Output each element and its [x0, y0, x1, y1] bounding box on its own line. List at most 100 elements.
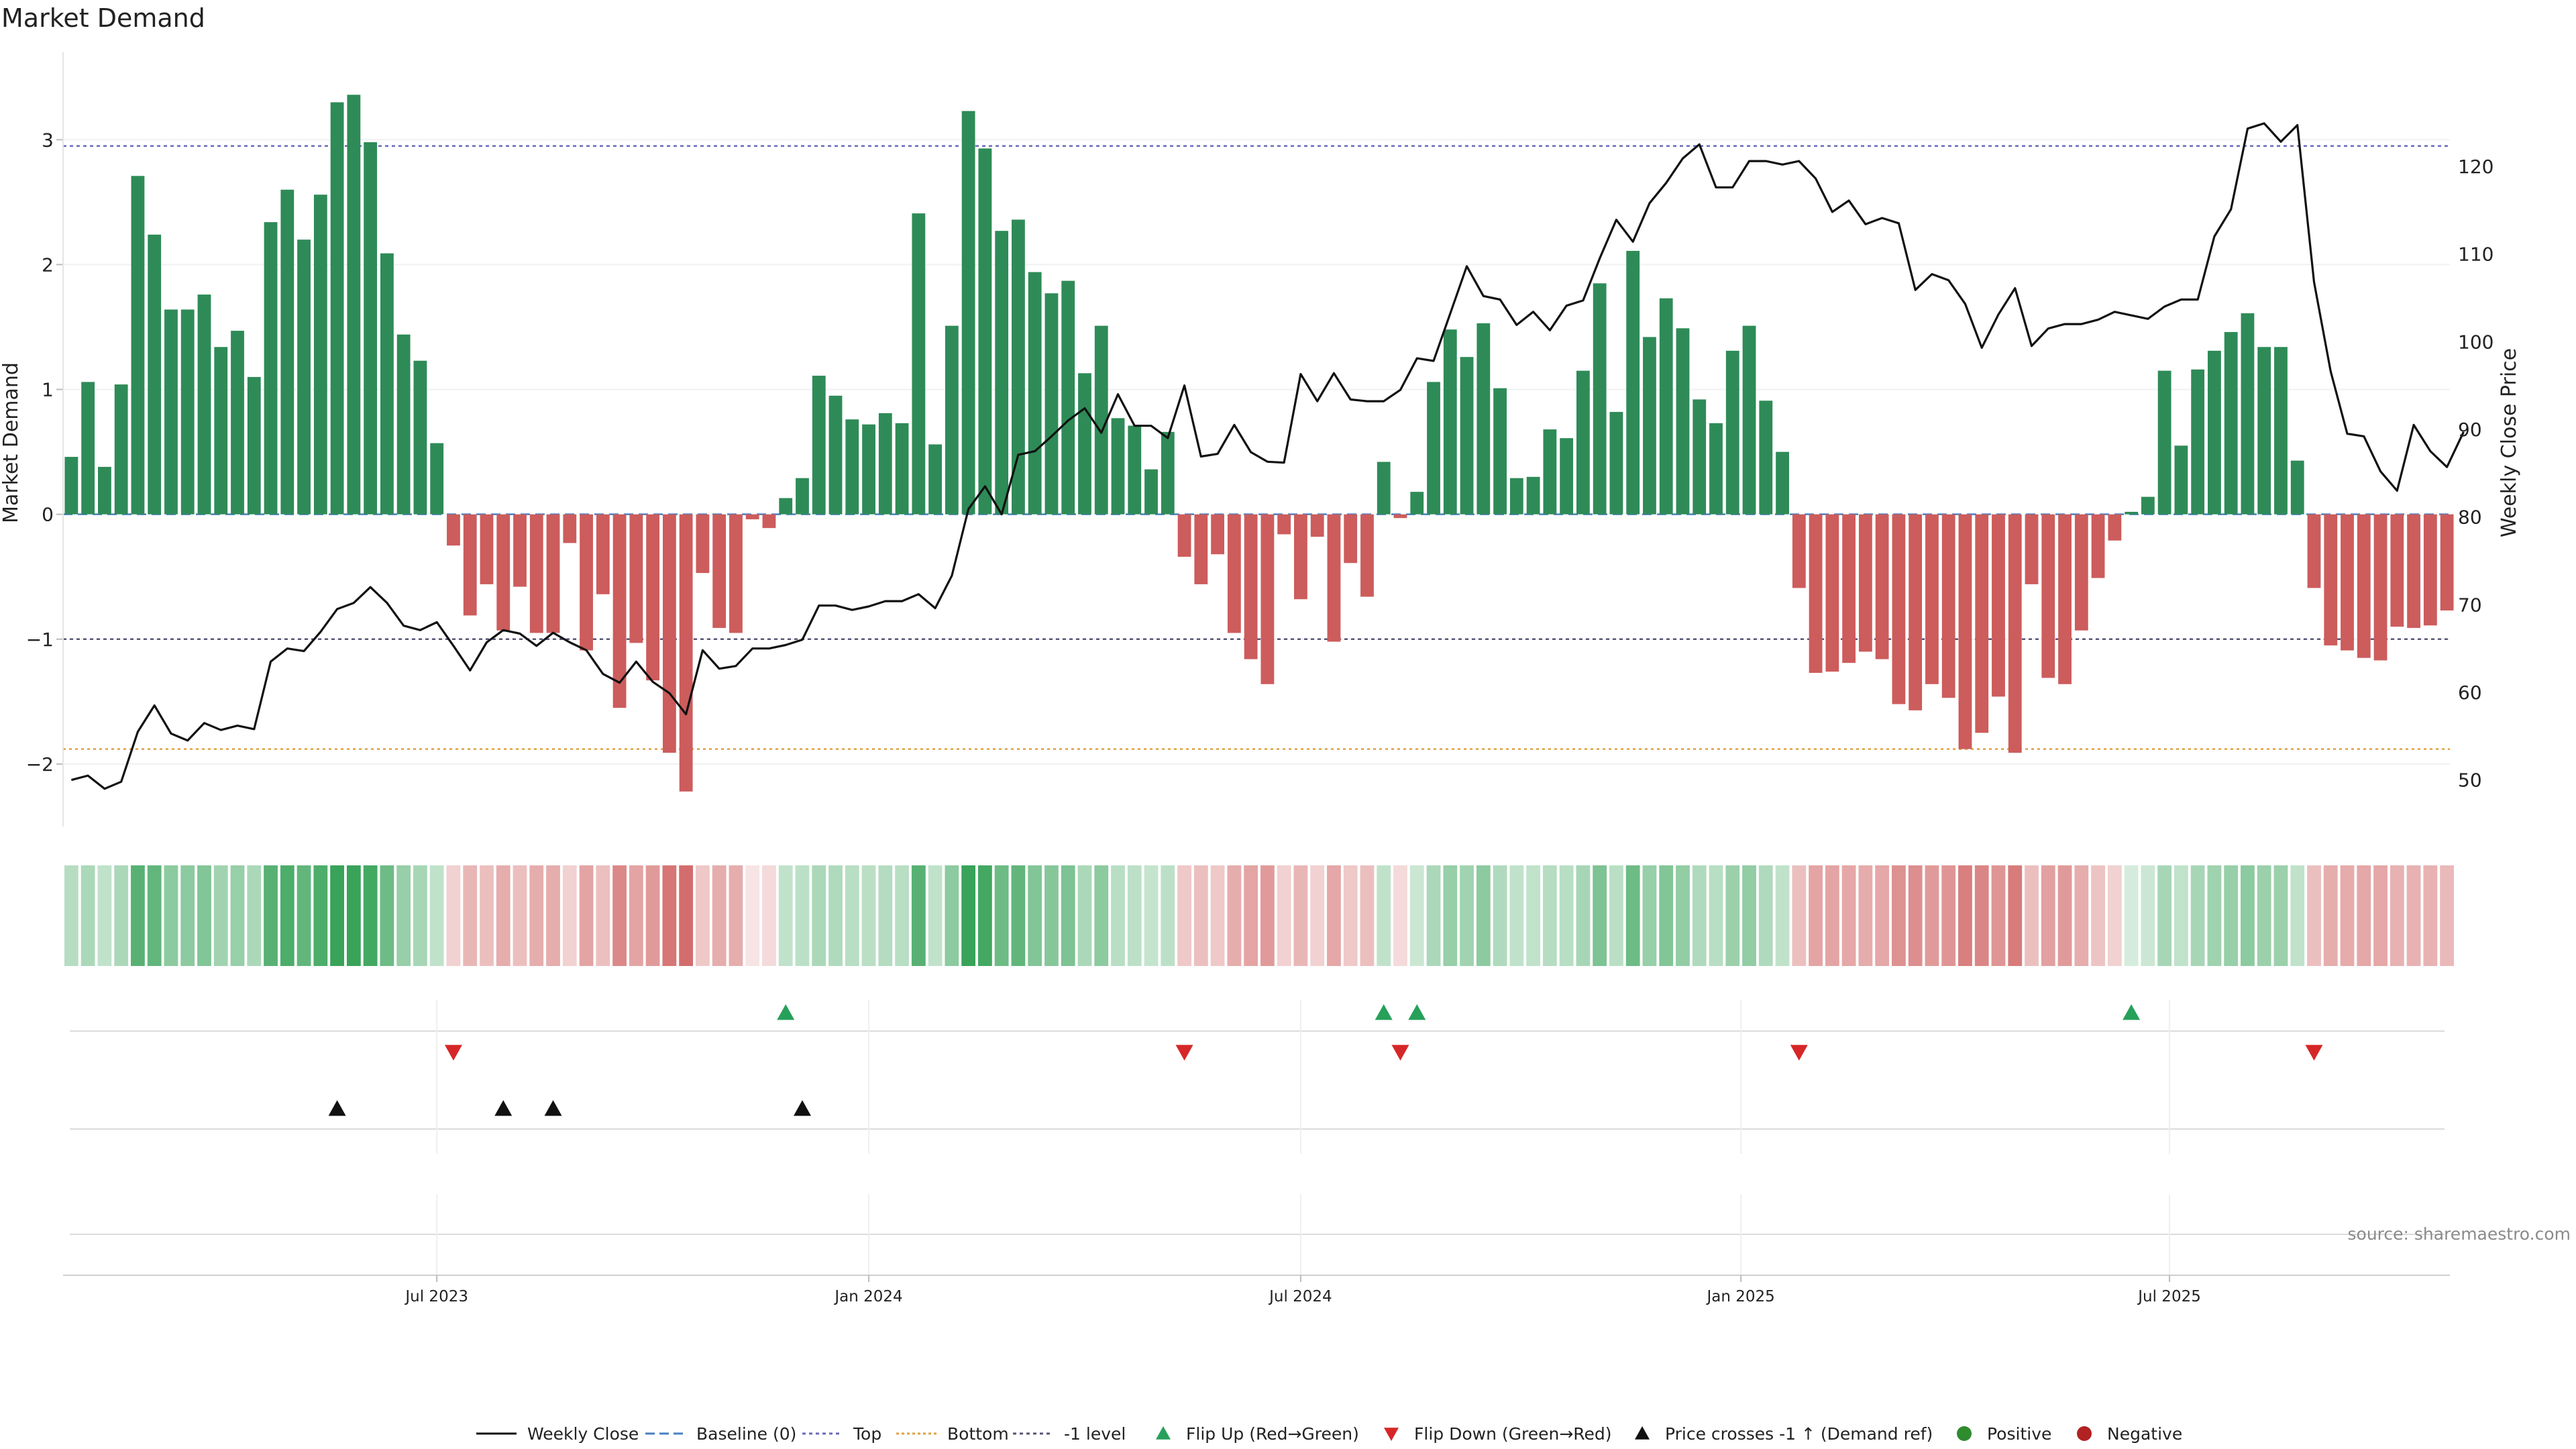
demand-bar [2157, 370, 2171, 515]
heat-cell [1676, 865, 1690, 966]
heat-cell [2157, 865, 2172, 966]
demand-bar [496, 514, 511, 631]
heat-cell [264, 865, 278, 966]
heat-cell [1460, 865, 1474, 966]
heat-cell [463, 865, 478, 966]
demand-bar [2091, 514, 2105, 578]
heat-cell [1493, 865, 1507, 966]
heat-cell [2373, 865, 2387, 966]
demand-bar [447, 514, 460, 546]
demand-bar [1493, 388, 1507, 515]
heat-cell [330, 865, 345, 966]
demand-bar [1509, 478, 1523, 515]
regime-heat-strip [64, 865, 2455, 966]
demand-bar [1144, 469, 1158, 515]
heat-cell [1127, 865, 1142, 966]
demand-bar [1593, 283, 1607, 515]
chart-legend: Weekly Close Baseline (0) Top Bottom -1 leve… [476, 1424, 2182, 1444]
event-markers [328, 1004, 2323, 1116]
heat-cell [1476, 865, 1491, 966]
demand-bar [1776, 451, 1789, 515]
heat-cell [247, 865, 262, 966]
demand-bar [1759, 400, 1773, 515]
heat-cell [2307, 865, 2321, 966]
demand-bar [2108, 514, 2122, 541]
legend-swatch [1156, 1426, 1171, 1440]
chart-title: Market Demand [1, 3, 205, 33]
heat-cell [1377, 865, 1391, 966]
heat-cell [2340, 865, 2355, 966]
x-tick-label: Jan 2025 [1705, 1288, 1774, 1305]
heat-cell [2091, 865, 2105, 966]
demand-bar [1576, 370, 1590, 515]
right-tick-label: 80 [2458, 506, 2482, 529]
heat-cell [1576, 865, 1591, 966]
demand-bar [180, 309, 195, 515]
demand-bar [629, 514, 643, 643]
heat-cell [1111, 865, 1125, 966]
heat-cell [945, 865, 959, 966]
demand-bar [430, 443, 444, 515]
demand-bar [64, 457, 78, 515]
demand-bar [2058, 514, 2072, 684]
demand-bar [1377, 462, 1391, 515]
demand-bar [1925, 514, 1939, 684]
heat-cell [1725, 865, 1740, 966]
demand-bar [1360, 514, 1374, 597]
heat-cell [2190, 865, 2205, 966]
demand-bar [1742, 325, 1756, 515]
demand-bar [1194, 514, 1208, 584]
demand-bar [1975, 514, 1989, 733]
price-cross-marker [793, 1100, 811, 1116]
x-tick-label: Jul 2023 [404, 1288, 468, 1305]
heat-cell [795, 865, 810, 966]
left-tick-label: 0 [42, 504, 54, 526]
demand-bars [64, 95, 2454, 792]
demand-bar [928, 444, 943, 515]
demand-bar [779, 498, 793, 515]
heat-cell [629, 865, 643, 966]
heat-cell [679, 865, 694, 966]
demand-bar [197, 294, 211, 515]
flip-up-marker [777, 1004, 795, 1020]
heat-cell [280, 865, 294, 966]
heat-cell [1925, 865, 1939, 966]
heat-cell [2107, 865, 2122, 966]
heat-cell [1875, 865, 1890, 966]
demand-bar [1676, 328, 1690, 515]
demand-bar [995, 231, 1009, 515]
demand-bar [396, 334, 411, 515]
demand-bar [828, 395, 843, 515]
heat-cell [1161, 865, 1175, 966]
heat-cell [928, 865, 943, 966]
demand-bar [596, 514, 610, 594]
demand-bar [1161, 431, 1175, 515]
demand-bar [2407, 514, 2420, 629]
heat-cell [413, 865, 427, 966]
heat-cell [1343, 865, 1358, 966]
demand-bar [1643, 337, 1656, 515]
demand-bar [662, 514, 676, 753]
legend-label: Flip Up (Red→Green) [1186, 1424, 1359, 1444]
heat-cell [1758, 865, 1773, 966]
heat-cell [712, 865, 727, 966]
heat-cell [1244, 865, 1258, 966]
heat-cell [1327, 865, 1341, 966]
heat-cell [529, 865, 544, 966]
heat-cell [762, 865, 776, 966]
heat-cell [1094, 865, 1109, 966]
heat-cell [64, 865, 78, 966]
heat-cell [1642, 865, 1657, 966]
heat-cell [297, 865, 311, 966]
heat-cell [1393, 865, 1407, 966]
demand-bar [2373, 514, 2387, 661]
price-cross-marker [328, 1100, 346, 1116]
heat-cell [1625, 865, 1640, 966]
demand-bar [1260, 514, 1275, 684]
demand-bar [762, 514, 776, 529]
demand-bar [2241, 313, 2255, 515]
right-axis-label: Weekly Close Price [2498, 348, 2521, 537]
demand-bar [1078, 373, 1091, 515]
price-cross-marker [544, 1100, 562, 1116]
demand-bar [1941, 514, 1955, 698]
